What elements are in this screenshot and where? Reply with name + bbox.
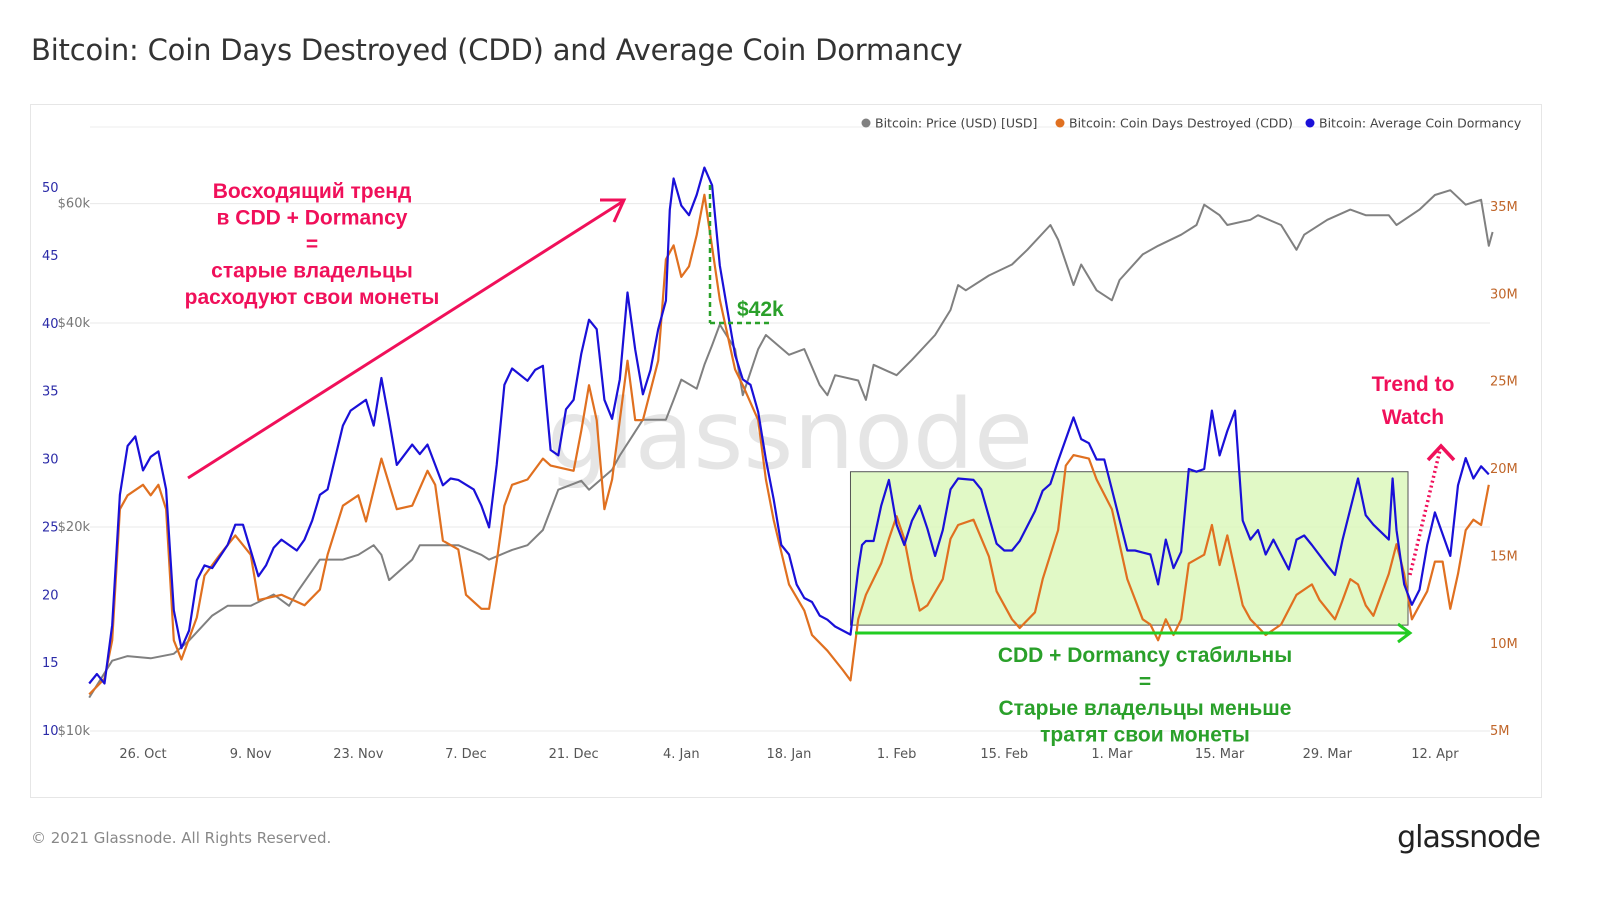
cdd-tick-label: 35M: [1490, 200, 1518, 215]
x-tick-label: 18. Jan: [767, 747, 812, 762]
uptrend-arrowhead: [600, 198, 627, 223]
x-tick-label: 1. Mar: [1091, 747, 1133, 762]
brand-logo: glassnode: [1397, 820, 1541, 855]
price-tick-label: $60k: [58, 197, 91, 212]
cdd-tick-label: 30M: [1490, 287, 1518, 302]
cdd-tick-label: 5M: [1490, 724, 1510, 739]
x-tick-label: 1. Feb: [877, 747, 917, 762]
uptrend-annotation-line: =: [306, 233, 318, 256]
chart-title: Bitcoin: Coin Days Destroyed (CDD) and A…: [31, 33, 963, 67]
dormancy-tick-label: 25: [42, 520, 59, 535]
price-tick-label: $40k: [58, 316, 91, 331]
uptrend-arrow: [187, 200, 623, 480]
cdd-tick-label: 25M: [1490, 375, 1518, 390]
stable-annotation-line: =: [1139, 671, 1151, 694]
x-tick-label: 7. Dec: [445, 747, 487, 762]
dormancy-tick-label: 10: [42, 724, 59, 739]
dormancy-tick-label: 35: [42, 385, 59, 400]
x-tick-label: 4. Jan: [663, 747, 700, 762]
copyright: © 2021 Glassnode. All Rights Reserved.: [31, 829, 332, 847]
axes: $10k $20k $40k $60k 10 15 20 25 30 35 40 45 50 5M 10M 1…: [42, 181, 1518, 762]
price-tick-label: $10k: [58, 724, 91, 739]
legend-label-dormancy[interactable]: Bitcoin: Average Coin Dormancy: [1319, 116, 1522, 131]
watch-annotation-line: Trend to: [1372, 373, 1455, 396]
price-series-line: [88, 189, 1494, 699]
dormancy-tick-label: 50: [42, 181, 59, 196]
dormancy-tick-label: 20: [42, 588, 59, 603]
price-level-annotation: $42k: [737, 298, 784, 321]
x-tick-label: 12. Apr: [1411, 747, 1459, 762]
dormancy-tick-label: 40: [42, 317, 59, 332]
stable-arrowhead: [1397, 622, 1413, 644]
dormancy-tick-label: 30: [42, 453, 59, 468]
x-tick-label: 29. Mar: [1303, 747, 1353, 762]
dormancy-tick-label: 15: [42, 656, 59, 671]
legend-label-cdd[interactable]: Bitcoin: Coin Days Destroyed (CDD): [1069, 116, 1293, 131]
watch-arrow: [1408, 449, 1442, 576]
price-tick-label: $20k: [58, 520, 91, 535]
gridlines: [90, 126, 1490, 732]
cdd-tick-label: 15M: [1490, 549, 1518, 564]
cdd-tick-label: 10M: [1490, 637, 1518, 652]
x-tick-label: 15. Mar: [1195, 747, 1245, 762]
annotations: Восходящий тренд в CDD + Dormancy = старые …: [185, 180, 1456, 747]
legend: Bitcoin: Price (USD) [USD] Bitcoin: Coin …: [861, 116, 1522, 131]
chart-frame: [30, 104, 1542, 798]
uptrend-annotation-line: расходуют свои монеты: [185, 286, 440, 309]
legend-marker-price: [861, 118, 871, 128]
x-tick-label: 26. Oct: [119, 747, 166, 762]
x-tick-label: 23. Nov: [333, 747, 383, 762]
cdd-series-line: [88, 193, 1490, 696]
stable-annotation-line: тратят свои монеты: [1040, 724, 1250, 747]
stable-annotation-line: Старые владельцы меньше: [999, 697, 1292, 720]
watch-annotation-line: Watch: [1382, 406, 1444, 429]
legend-marker-cdd: [1055, 118, 1065, 128]
x-tick-label: 21. Dec: [549, 747, 599, 762]
dormancy-tick-label: 45: [42, 249, 59, 264]
series-group: [88, 166, 1494, 699]
watch-arrowhead: [1426, 443, 1456, 462]
dormancy-series-line: [88, 166, 1490, 685]
legend-label-price[interactable]: Bitcoin: Price (USD) [USD]: [875, 116, 1037, 131]
cdd-tick-label: 20M: [1490, 462, 1518, 477]
x-tick-label: 15. Feb: [980, 747, 1028, 762]
x-tick-label: 9. Nov: [230, 747, 272, 762]
uptrend-annotation-line: старые владельцы: [211, 260, 413, 283]
legend-marker-dormancy: [1305, 118, 1315, 128]
uptrend-annotation-line: в CDD + Dormancy: [217, 207, 408, 230]
uptrend-annotation-line: Восходящий тренд: [213, 180, 412, 203]
stable-annotation-line: CDD + Dormancy стабильны: [998, 644, 1292, 667]
